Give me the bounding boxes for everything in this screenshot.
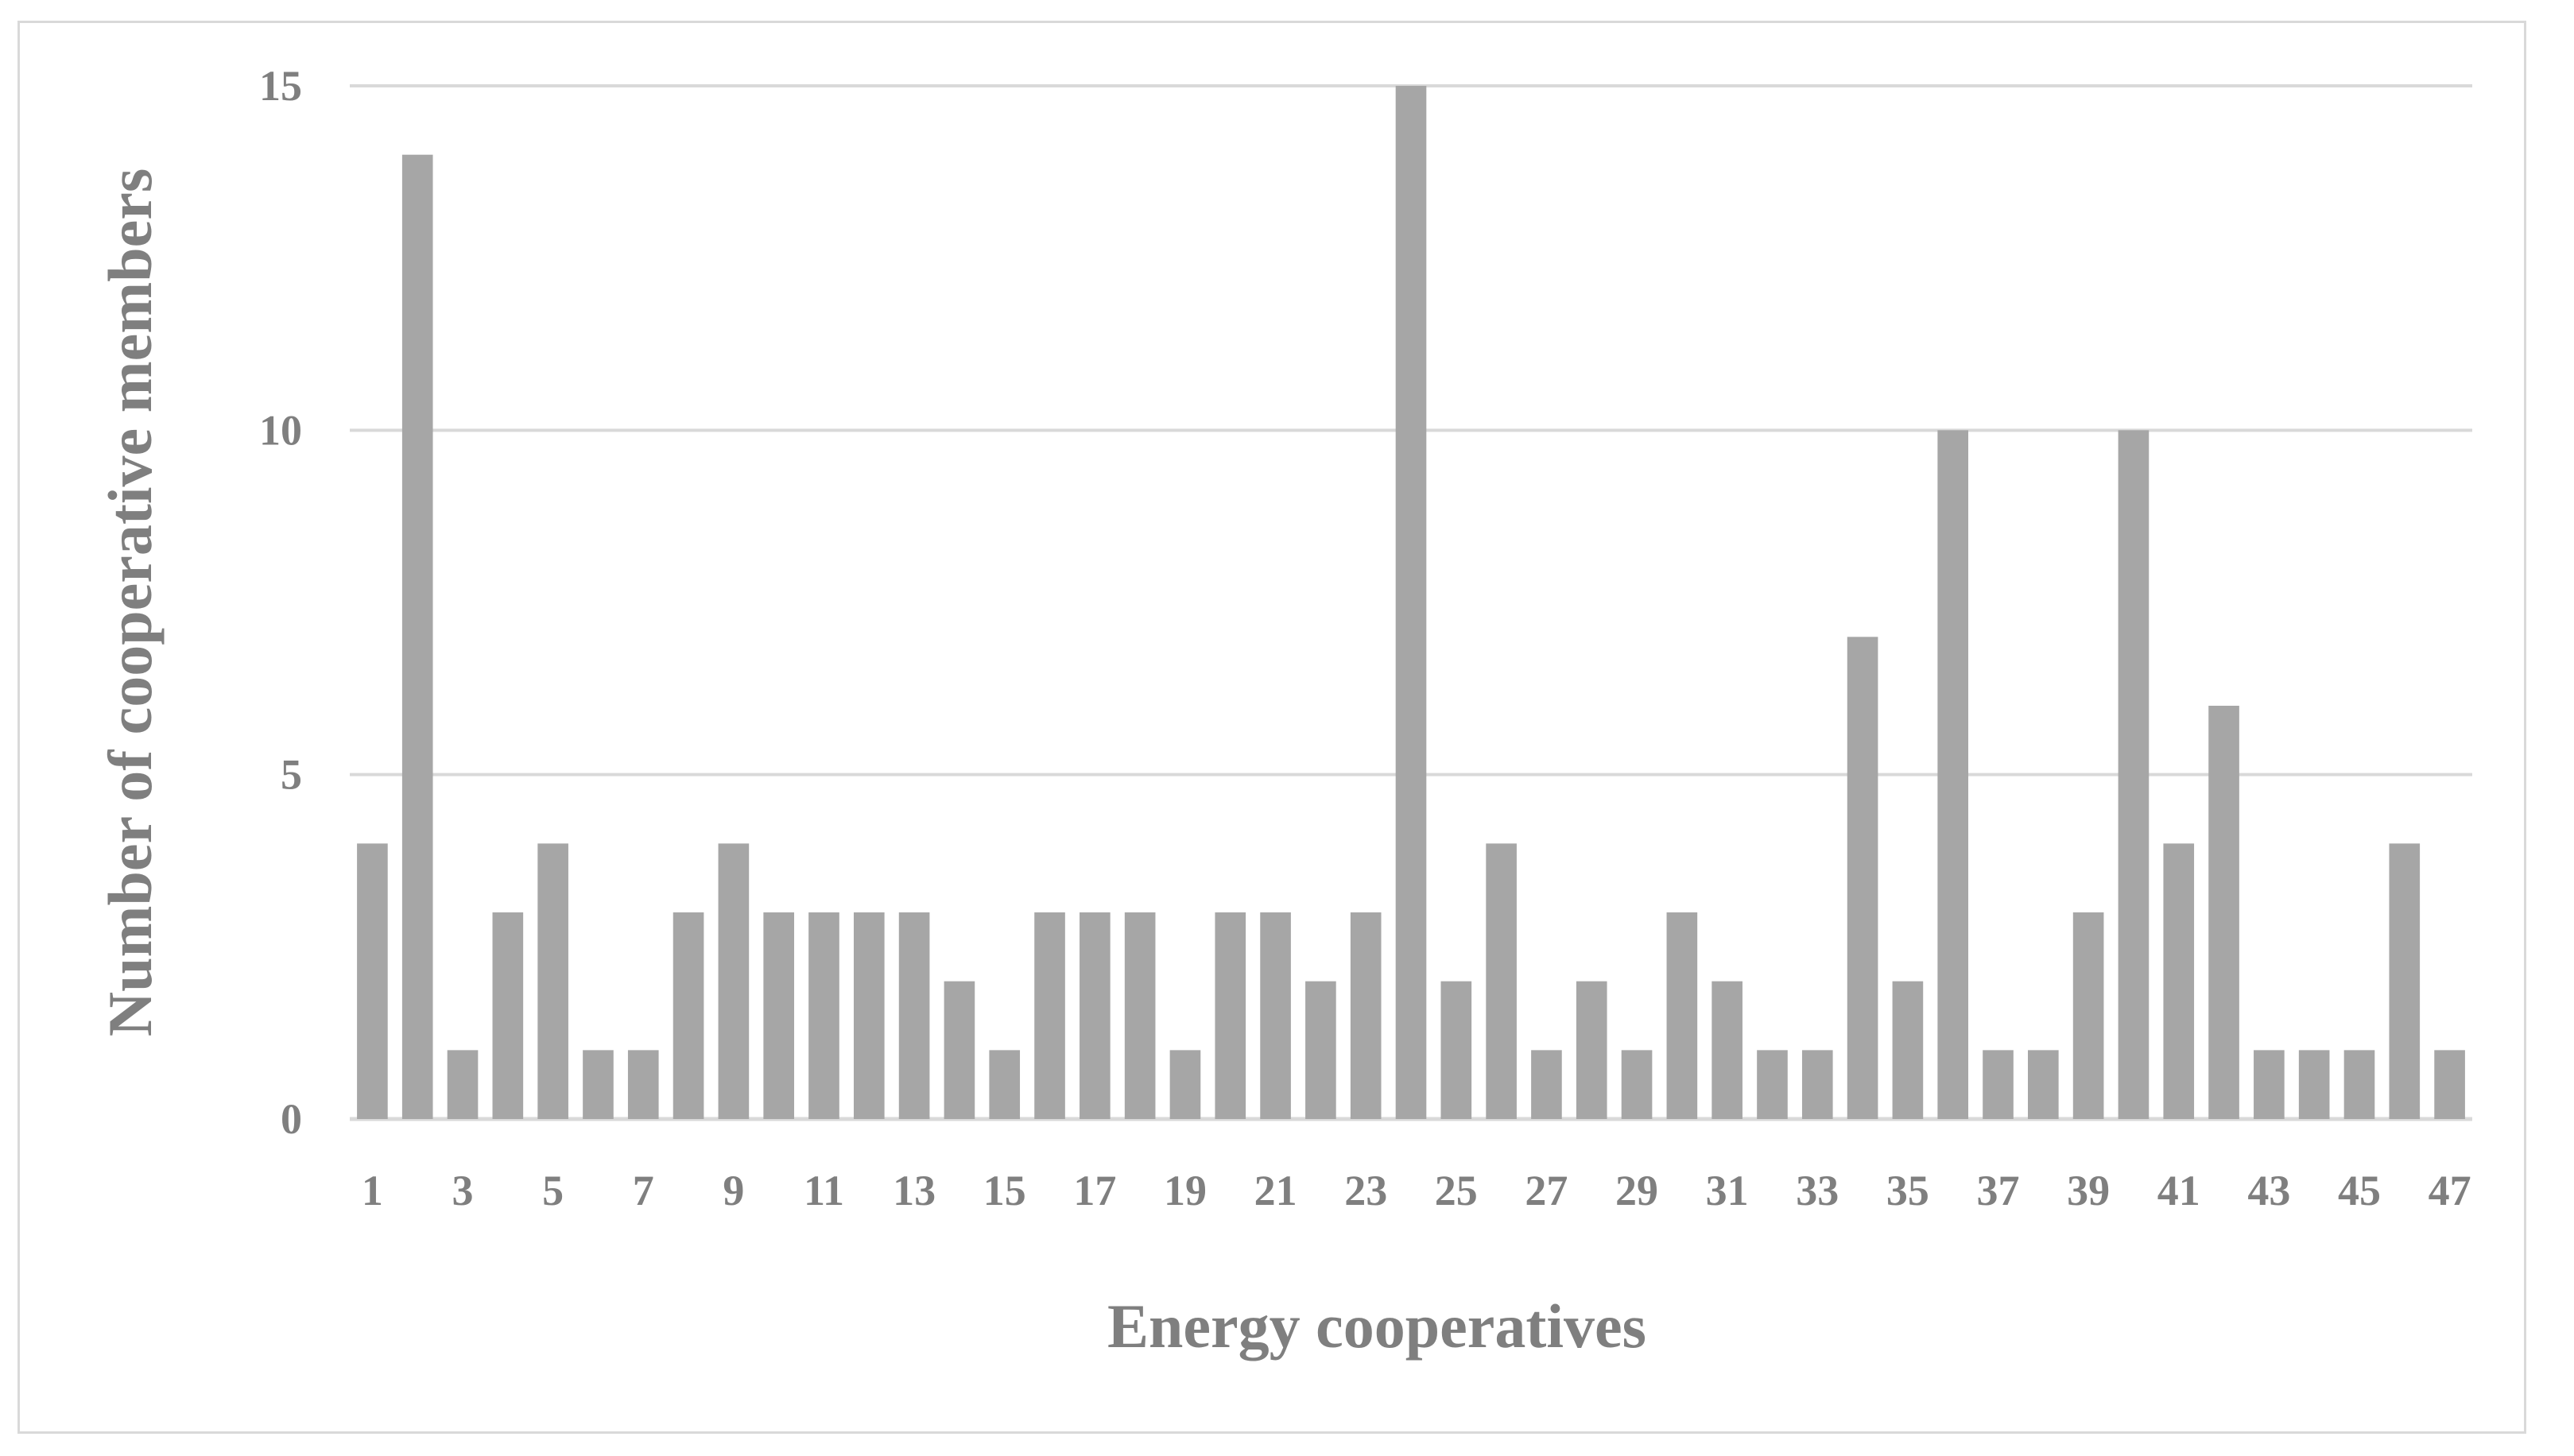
x-tick-label: 9 — [723, 1167, 744, 1214]
bar — [2028, 1050, 2059, 1119]
bar — [2163, 843, 2195, 1119]
x-tick-label: 11 — [804, 1167, 844, 1214]
bar — [2343, 1050, 2375, 1119]
x-tick-label: 29 — [1615, 1167, 1658, 1214]
y-axis-title: Number of cooperative members — [95, 168, 165, 1036]
x-tick-label: 45 — [2338, 1167, 2381, 1214]
bar — [2118, 430, 2150, 1119]
chart-frame — [17, 21, 2526, 1434]
bar — [718, 843, 750, 1119]
bar — [1937, 430, 1969, 1119]
bar — [447, 1050, 479, 1119]
bar — [1080, 912, 1111, 1119]
x-tick-label: 21 — [1254, 1167, 1297, 1214]
bar — [1350, 912, 1382, 1119]
bar — [537, 843, 568, 1119]
x-tick-label: 23 — [1344, 1167, 1387, 1214]
x-tick-label: 35 — [1886, 1167, 1929, 1214]
bar — [1801, 1050, 1833, 1119]
x-tick-label: 31 — [1706, 1167, 1749, 1214]
bar — [673, 912, 704, 1119]
x-tick-label: 47 — [2429, 1167, 2471, 1214]
x-tick-label: 39 — [2067, 1167, 2110, 1214]
bar — [492, 912, 524, 1119]
bar — [1847, 637, 1878, 1119]
y-tick-labels: 0 5 10 15 — [259, 62, 302, 1143]
x-tick-label: 7 — [633, 1167, 654, 1214]
bar — [2072, 912, 2104, 1119]
bar — [808, 912, 839, 1119]
y-tick-label: 0 — [281, 1095, 302, 1143]
bar — [583, 1050, 614, 1119]
bar — [1757, 1050, 1788, 1119]
x-tick-label: 27 — [1525, 1167, 1568, 1214]
x-tick-label: 25 — [1435, 1167, 1478, 1214]
bar — [944, 981, 975, 1119]
y-tick-label: 10 — [259, 406, 302, 454]
bar — [1215, 912, 1246, 1119]
bar — [2254, 1050, 2285, 1119]
bar — [1576, 981, 1607, 1119]
bar — [2208, 706, 2239, 1119]
x-tick-label: 15 — [983, 1167, 1026, 1214]
bar — [1034, 912, 1065, 1119]
bar — [1666, 912, 1698, 1119]
bar — [1440, 981, 1472, 1119]
bars — [357, 86, 2465, 1120]
bar — [898, 912, 930, 1119]
x-tick-label: 19 — [1164, 1167, 1207, 1214]
bar — [1395, 86, 1427, 1119]
bar — [1124, 912, 1156, 1119]
bar — [401, 154, 433, 1120]
x-tick-label: 3 — [452, 1167, 474, 1214]
bar — [2434, 1050, 2465, 1119]
bar — [1711, 981, 1742, 1119]
x-tick-label: 5 — [542, 1167, 564, 1214]
y-tick-label: 5 — [281, 751, 302, 799]
bar — [1305, 981, 1336, 1119]
x-tick-label: 33 — [1796, 1167, 1839, 1214]
bar — [989, 1050, 1021, 1119]
x-tick-labels: 1 3 5 7 9 11 13 15 17 19 21 23 25 27 29 31 33 35 37 39 41 43 4… — [362, 1167, 2471, 1214]
bar — [1531, 1050, 1562, 1119]
bar — [853, 912, 885, 1119]
bar — [1260, 912, 1291, 1119]
x-tick-label: 1 — [362, 1167, 383, 1214]
bar — [1169, 1050, 1201, 1119]
x-axis-title: Energy cooperatives — [1107, 1291, 1646, 1361]
x-tick-label: 13 — [893, 1167, 936, 1214]
bar — [1621, 1050, 1653, 1119]
y-tick-label: 15 — [259, 62, 302, 110]
x-tick-label: 37 — [1977, 1167, 2020, 1214]
bar — [1983, 1050, 2014, 1119]
x-tick-label: 41 — [2157, 1167, 2200, 1214]
bar — [627, 1050, 659, 1119]
bar — [1486, 843, 1517, 1119]
bar — [763, 912, 794, 1119]
x-tick-label: 17 — [1073, 1167, 1116, 1214]
bar — [2298, 1050, 2330, 1119]
bar — [1892, 981, 1924, 1119]
bar — [357, 843, 388, 1119]
bar — [2389, 843, 2421, 1119]
x-tick-label: 43 — [2247, 1167, 2290, 1214]
